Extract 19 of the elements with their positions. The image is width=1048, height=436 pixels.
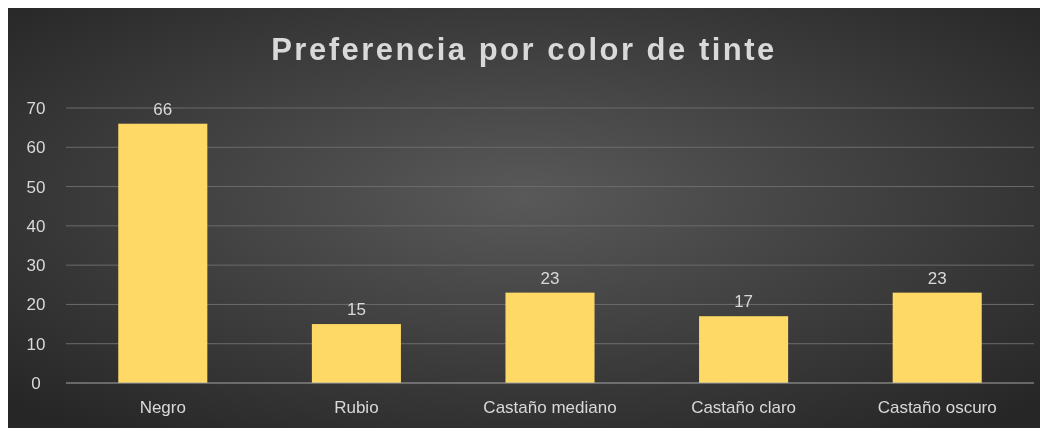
y-tick-label: 0 bbox=[31, 373, 41, 393]
data-label: 23 bbox=[927, 268, 947, 288]
x-tick-label: Castaño claro bbox=[691, 398, 797, 417]
data-label: 15 bbox=[346, 300, 366, 320]
y-tick-label: 10 bbox=[26, 334, 46, 354]
data-label: 17 bbox=[734, 292, 754, 312]
data-label: 66 bbox=[153, 99, 173, 119]
x-tick-label: Castaño mediano bbox=[483, 398, 617, 417]
y-tick-label: 60 bbox=[26, 138, 46, 158]
x-tick-label: Castaño oscuro bbox=[877, 398, 997, 417]
x-tick-label: Rubio bbox=[334, 398, 379, 417]
y-tick-label: 50 bbox=[26, 177, 46, 197]
y-tick-label: 70 bbox=[26, 98, 46, 118]
data-label: 23 bbox=[540, 268, 560, 288]
y-tick-label: 20 bbox=[26, 295, 46, 315]
y-tick-label: 30 bbox=[26, 256, 46, 276]
chart-title: Preferencia por color de tinte bbox=[271, 32, 777, 67]
x-tick-label: Negro bbox=[139, 398, 186, 417]
y-tick-label: 40 bbox=[26, 216, 46, 236]
